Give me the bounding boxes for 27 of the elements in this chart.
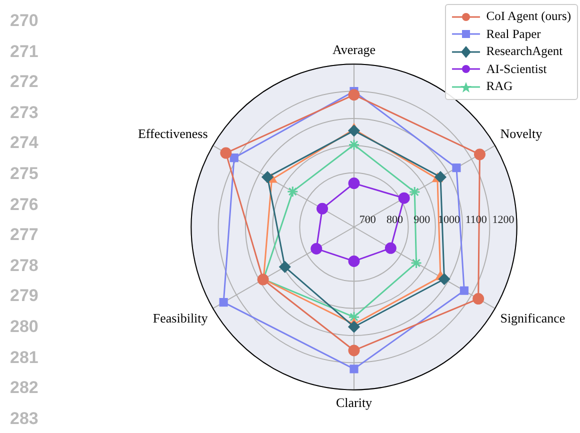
- legend-label: ResearchAgent: [486, 44, 563, 60]
- text: 272: [10, 71, 38, 94]
- text: 277: [10, 224, 38, 246]
- text: 282: [10, 377, 38, 400]
- text: 274: [10, 132, 38, 154]
- text: 273: [10, 102, 38, 124]
- text: 280: [10, 316, 38, 338]
- text: 281: [10, 346, 38, 369]
- y-tick-label: 1200: [492, 214, 515, 226]
- spoke-label: Significance: [500, 310, 566, 326]
- text: 276: [10, 194, 38, 216]
- text: 271: [10, 40, 38, 63]
- text: 279: [10, 285, 38, 308]
- spoke-label: Clarity: [336, 395, 373, 410]
- text: 275: [10, 162, 38, 185]
- text: 270: [10, 10, 38, 32]
- legend-label: Real Paper: [486, 26, 541, 42]
- legend-label: RAG: [486, 79, 513, 94]
- spoke-label: Feasibility: [152, 310, 208, 326]
- spoke-label: Novelty: [500, 126, 543, 142]
- legend-label: AI-Scientist: [486, 62, 547, 77]
- text: 283: [10, 408, 38, 430]
- legend-label: CoI Agent (ours): [486, 9, 571, 24]
- spoke-label: Average: [332, 42, 376, 57]
- text: 278: [10, 254, 38, 277]
- y-tick-label: 700: [359, 214, 376, 226]
- spoke-label: Effectiveness: [138, 126, 208, 142]
